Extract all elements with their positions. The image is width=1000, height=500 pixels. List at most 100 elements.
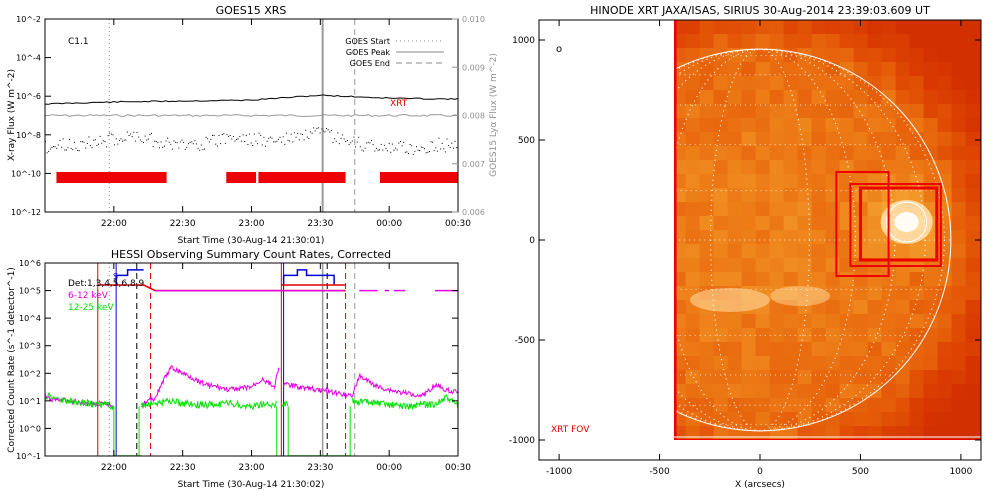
xrt-pixel xyxy=(923,412,939,427)
goes-short-point xyxy=(372,144,374,146)
goes-short-point xyxy=(297,132,299,134)
xrt-pixel xyxy=(769,300,785,315)
xrt-pixel xyxy=(853,104,869,119)
goes-short-point xyxy=(144,135,146,137)
goes-short-point xyxy=(456,147,458,149)
goes-short-point xyxy=(81,141,83,143)
goes-short-point xyxy=(112,134,114,136)
xrt-pixel xyxy=(965,104,981,119)
goes-short-point xyxy=(377,149,379,151)
hessi-12-25-series xyxy=(352,393,458,411)
xrt-pixel xyxy=(755,272,771,287)
xrt-pixel xyxy=(839,90,855,105)
goes-lya-series xyxy=(45,113,458,118)
xrt-pixel xyxy=(825,188,841,203)
xrt-pixel xyxy=(979,160,981,175)
goes-short-point xyxy=(340,137,342,139)
xrt-pixel xyxy=(797,146,813,161)
xrt-pixel xyxy=(699,216,715,231)
xrt-pixel xyxy=(979,90,981,105)
xrt-pixel xyxy=(769,132,785,147)
xrt-pixel xyxy=(895,62,911,77)
goes-short-point xyxy=(316,127,318,129)
xrt-pixel xyxy=(825,328,841,343)
xrt-pixel xyxy=(727,90,743,105)
xrt-pixel xyxy=(769,328,785,343)
goes-short-point xyxy=(62,138,64,140)
goes-short-point xyxy=(266,140,268,142)
xrt-pixel xyxy=(769,342,785,357)
xrt-pixel xyxy=(853,412,869,427)
goes-y2tick-label: 0.008 xyxy=(462,112,485,121)
xrt-pixel xyxy=(811,272,827,287)
xrt-pixel xyxy=(881,300,897,315)
goes-short-point xyxy=(49,148,51,150)
xrt-pixel xyxy=(699,328,715,343)
goes-short-point xyxy=(212,134,213,136)
xrt-pixel xyxy=(895,34,911,49)
goes-short-point xyxy=(419,150,421,152)
xrt-pixel xyxy=(839,244,855,259)
goes-short-point xyxy=(321,128,323,130)
xrt-pixel xyxy=(867,118,883,133)
xrt-pixel xyxy=(685,174,701,189)
xrt-pixel xyxy=(699,202,715,217)
xrt-pixel xyxy=(713,188,729,203)
xrt-pixel xyxy=(674,342,687,357)
xrt-pixel xyxy=(909,34,925,49)
goes-short-point xyxy=(396,149,398,151)
xrt-pixel xyxy=(937,188,953,203)
hessi-legend: Det:1,3,4,5,6,8,9 6-12 keV 12-25 keV xyxy=(68,279,145,313)
hessi-xtick-label: 00:00 xyxy=(376,463,402,473)
xrt-pixel xyxy=(937,398,953,413)
xrt-xtick-label: -1000 xyxy=(546,467,572,477)
xrt-pixel xyxy=(755,62,771,77)
xrt-pixel xyxy=(674,426,687,440)
xrt-pixel xyxy=(853,160,869,175)
goes-short-point xyxy=(448,145,450,147)
xrt-pixel xyxy=(755,258,771,273)
xrt-pixel xyxy=(685,216,701,231)
hessi-ytick-label: 10^5 xyxy=(19,287,41,296)
goes-short-point xyxy=(64,149,66,151)
xrt-pixel xyxy=(937,76,953,91)
xrt-pixel xyxy=(755,426,771,440)
xrt-pixel xyxy=(951,202,967,217)
xrt-pixel xyxy=(895,90,911,105)
xrt-pixel xyxy=(965,244,981,259)
goes-short-point xyxy=(247,144,249,145)
xrt-pixel xyxy=(937,90,953,105)
xrt-pixel xyxy=(979,34,981,49)
xrt-pixel xyxy=(951,90,967,105)
hessi-xtick-label: 23:00 xyxy=(239,463,265,473)
xrt-pixel xyxy=(867,370,883,385)
xrt-pixel xyxy=(797,62,813,77)
xrt-pixel xyxy=(797,34,813,49)
xrt-pixel xyxy=(867,272,883,287)
xrt-pixel xyxy=(685,90,701,105)
xrt-pixel xyxy=(797,174,813,189)
xrt-pixel xyxy=(811,174,827,189)
goes-ytick-label: 10^-6 xyxy=(16,92,41,101)
xrt-pixel xyxy=(699,118,715,133)
goes-short-point xyxy=(369,142,371,144)
goes-short-point xyxy=(350,142,352,144)
xrt-pixel xyxy=(699,272,715,287)
xrt-pixel xyxy=(713,384,729,399)
goes-short-point xyxy=(102,140,104,142)
goes-short-point xyxy=(115,138,117,140)
goes-short-point xyxy=(319,132,321,134)
xrt-pixels xyxy=(674,20,981,440)
xrt-pixel xyxy=(685,202,701,217)
xrt-pixel xyxy=(965,384,981,399)
xrt-pixel xyxy=(713,90,729,105)
xrt-pixel xyxy=(965,230,981,245)
goes-short-point xyxy=(327,129,329,131)
xrt-pixel xyxy=(881,146,897,161)
xrt-pixel xyxy=(965,62,981,77)
xrt-pixel xyxy=(825,244,841,259)
xrt-pixel xyxy=(867,34,883,49)
goes-short-point xyxy=(258,132,260,134)
xrt-pixel xyxy=(895,104,911,119)
xrt-pixel xyxy=(867,20,883,35)
